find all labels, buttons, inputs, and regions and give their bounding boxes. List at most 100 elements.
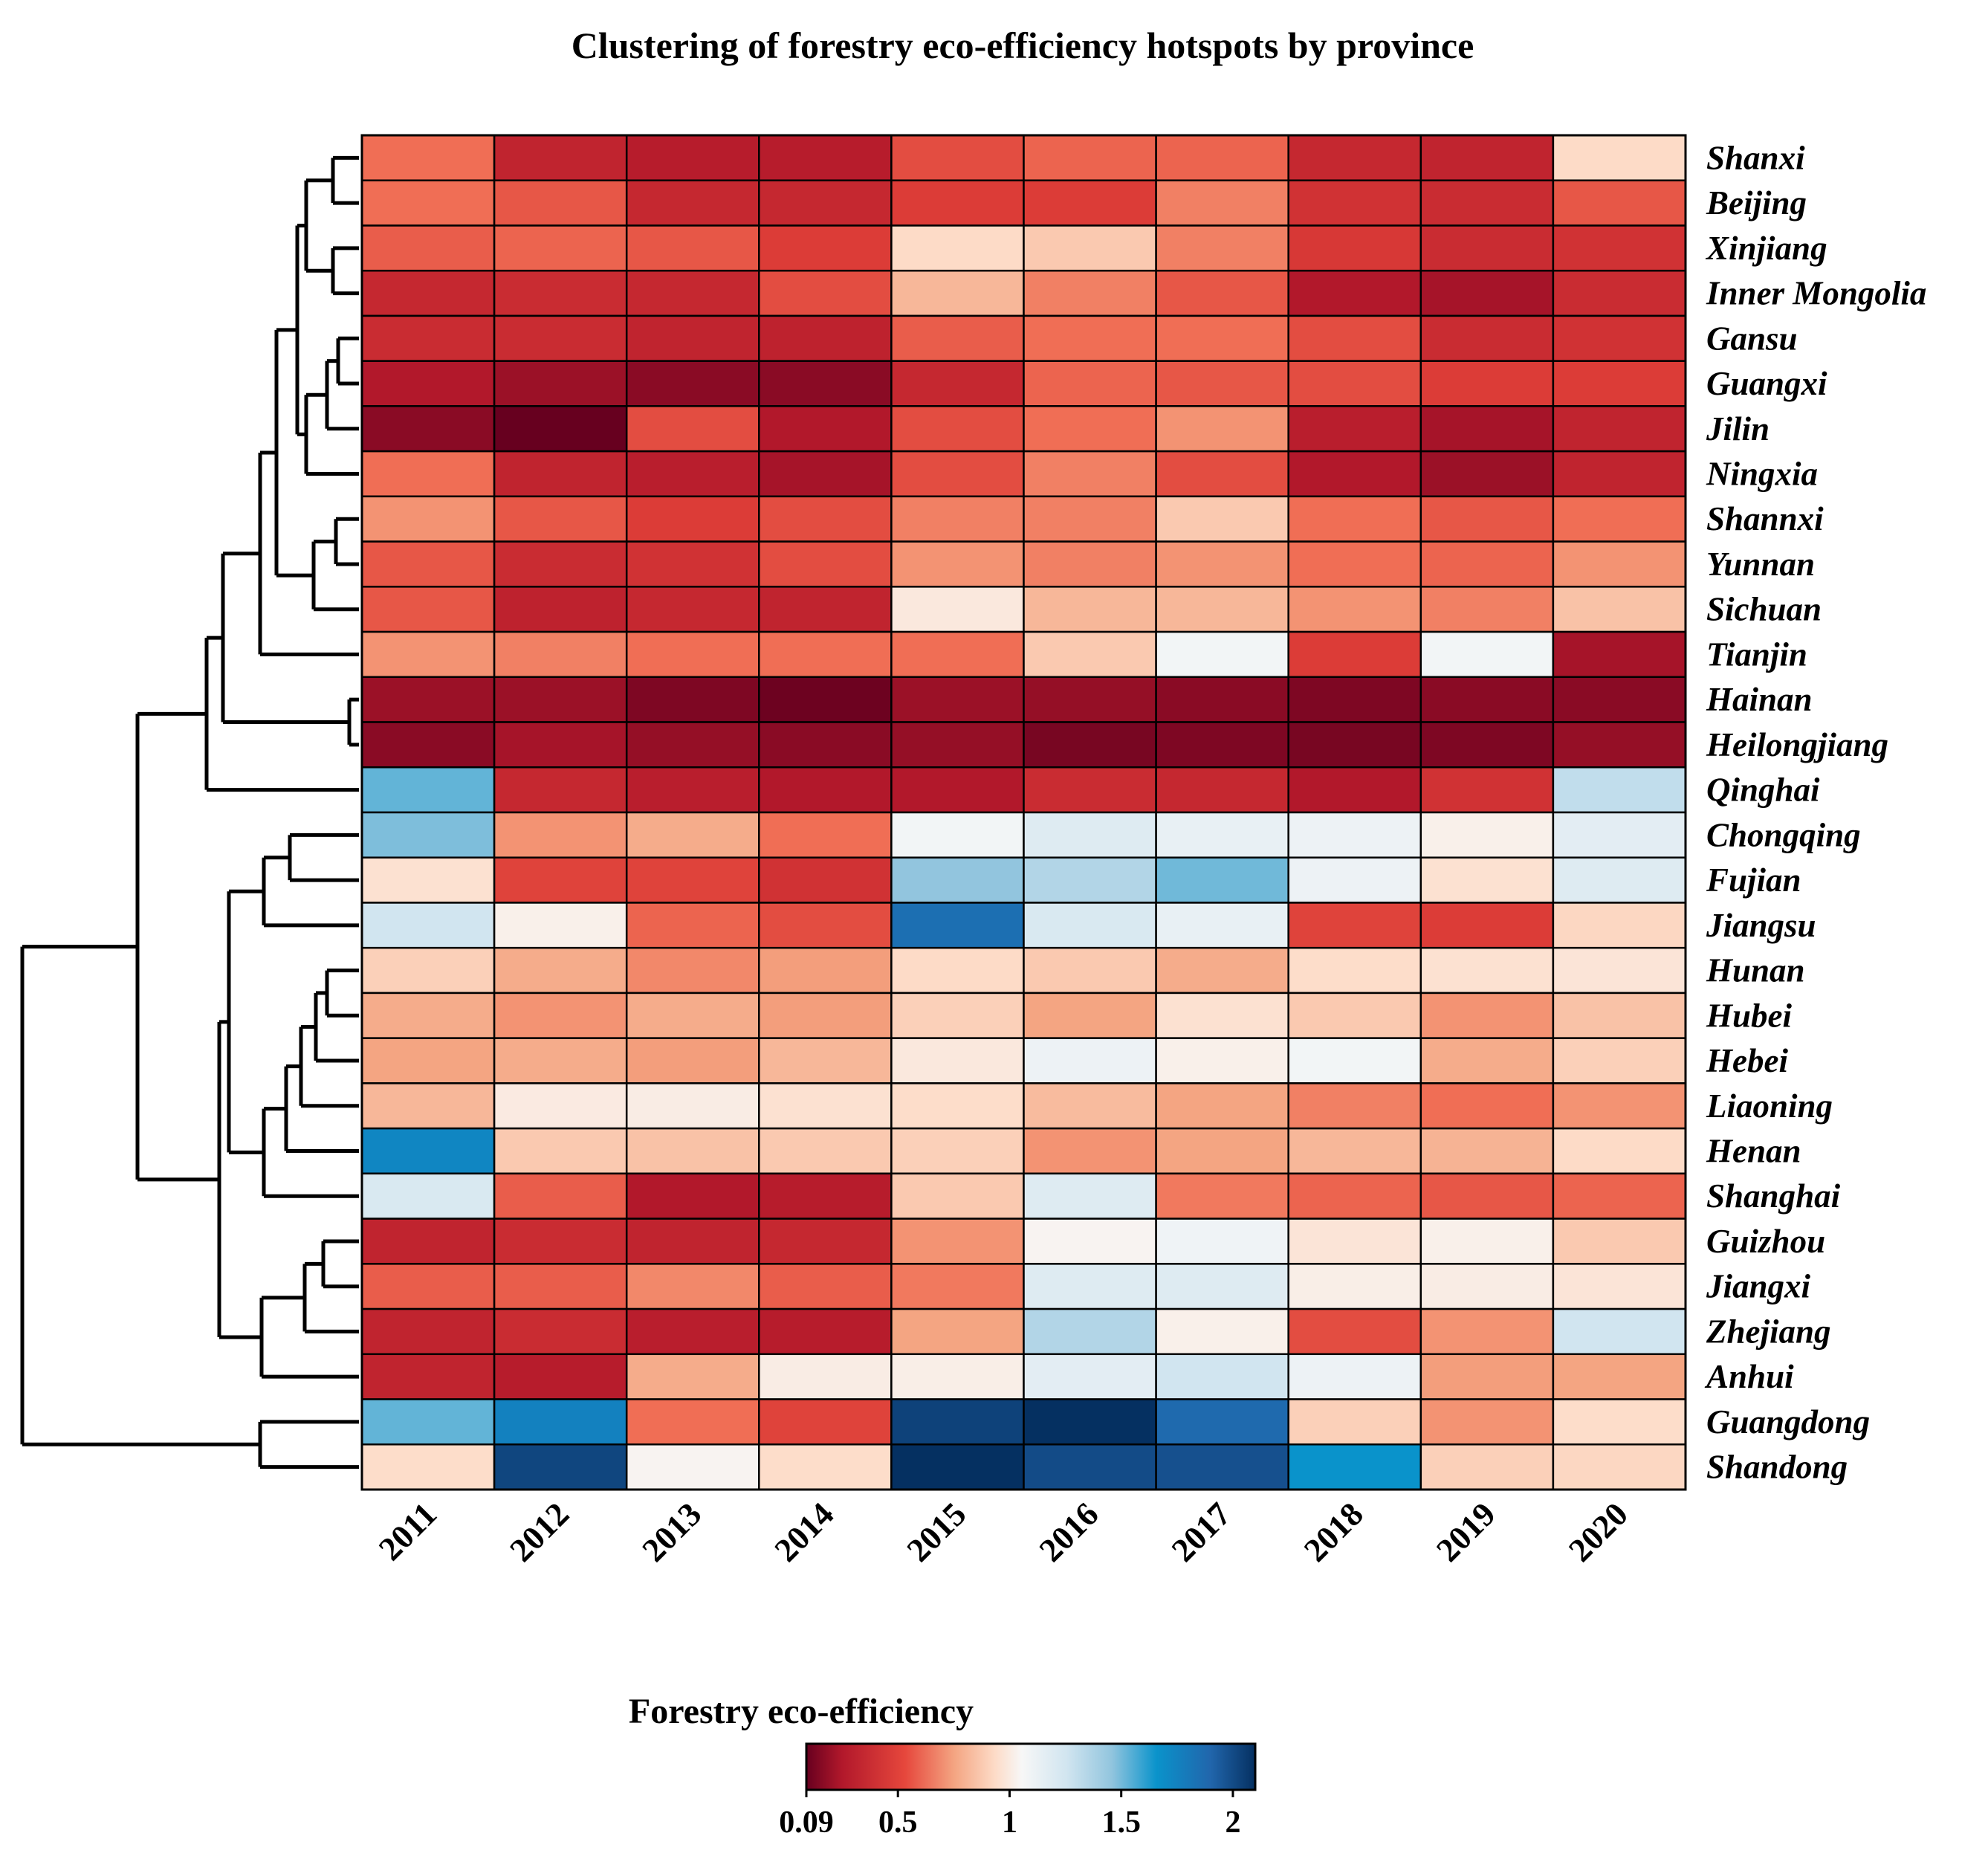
heatmap-cell bbox=[1287, 269, 1422, 317]
heatmap-cell bbox=[1155, 902, 1289, 949]
heatmap-cell bbox=[1287, 676, 1422, 723]
row-label: Zhejiang bbox=[1706, 1313, 1831, 1350]
heatmap-cell bbox=[1287, 1218, 1422, 1265]
heatmap-cell bbox=[1419, 1443, 1555, 1491]
heatmap-cell bbox=[1552, 269, 1687, 317]
heatmap-cell bbox=[890, 1127, 1025, 1175]
heatmap-cell bbox=[1419, 1307, 1555, 1356]
heatmap-cell bbox=[1023, 586, 1157, 633]
row-label: Beijing bbox=[1706, 184, 1807, 222]
heatmap-cell bbox=[625, 721, 760, 769]
column-label: 2011 bbox=[372, 1496, 444, 1568]
heatmap-cell bbox=[1552, 495, 1687, 543]
heatmap-cell bbox=[758, 630, 893, 679]
heatmap-cell bbox=[890, 766, 1025, 814]
heatmap-cell bbox=[1419, 1218, 1555, 1265]
heatmap-cell bbox=[890, 586, 1025, 633]
heatmap-cell bbox=[625, 405, 760, 453]
heatmap-cell bbox=[493, 1353, 628, 1400]
heatmap-cell bbox=[1419, 586, 1555, 633]
heatmap-cell bbox=[890, 1218, 1025, 1265]
heatmap-cell bbox=[890, 856, 1025, 904]
heatmap-cell bbox=[1419, 1172, 1555, 1220]
heatmap-cell bbox=[758, 586, 893, 633]
heatmap-cell bbox=[890, 1082, 1025, 1130]
heatmap-cell bbox=[1552, 856, 1687, 904]
row-label: Tianjin bbox=[1706, 636, 1807, 673]
row-label: Gansu bbox=[1706, 320, 1798, 357]
heatmap-cell bbox=[625, 766, 760, 814]
heatmap-cell bbox=[890, 676, 1025, 723]
heatmap-cell bbox=[890, 1172, 1025, 1220]
heatmap-cell bbox=[1287, 1307, 1422, 1356]
heatmap-cell bbox=[1023, 721, 1157, 769]
heatmap-cell bbox=[1419, 1398, 1555, 1446]
heatmap-cell bbox=[493, 495, 628, 543]
heatmap-cell bbox=[625, 811, 760, 859]
heatmap-cell bbox=[758, 134, 893, 181]
heatmap-cell bbox=[890, 902, 1025, 949]
heatmap-cell bbox=[1155, 766, 1289, 814]
heatmap-cell bbox=[1023, 1263, 1157, 1310]
heatmap-cell bbox=[1287, 1172, 1422, 1220]
heatmap-cell bbox=[1155, 946, 1289, 995]
heatmap-cell bbox=[360, 1037, 496, 1084]
heatmap-cell bbox=[360, 766, 496, 814]
heatmap-cell bbox=[360, 586, 496, 633]
heatmap-cell bbox=[1287, 450, 1422, 498]
row-label: Jilin bbox=[1706, 410, 1770, 447]
column-label: 2019 bbox=[1429, 1496, 1503, 1569]
heatmap-cell bbox=[890, 1263, 1025, 1310]
column-label: 2017 bbox=[1165, 1496, 1238, 1569]
heatmap-cell bbox=[1419, 1127, 1555, 1175]
heatmap-cell bbox=[890, 1353, 1025, 1400]
heatmap-cell bbox=[625, 1263, 760, 1310]
heatmap-cell bbox=[360, 992, 496, 1039]
heatmap-cell bbox=[625, 1037, 760, 1084]
heatmap-cell bbox=[758, 721, 893, 769]
heatmap-cell bbox=[1552, 1353, 1687, 1400]
heatmap-cell bbox=[1023, 992, 1157, 1039]
row-label: Liaoning bbox=[1706, 1087, 1833, 1125]
heatmap-cell bbox=[890, 1037, 1025, 1084]
column-label: 2018 bbox=[1297, 1496, 1370, 1569]
heatmap-cell bbox=[1287, 1443, 1422, 1491]
heatmap-cell bbox=[1287, 946, 1422, 995]
heatmap-cell bbox=[758, 1353, 893, 1400]
row-label: Sichuan bbox=[1706, 591, 1822, 628]
heatmap-cell bbox=[758, 992, 893, 1039]
row-label: Hainan bbox=[1706, 681, 1813, 718]
heatmap-cell bbox=[1552, 1082, 1687, 1130]
heatmap-cell bbox=[625, 676, 760, 723]
heatmap-cell bbox=[1023, 1037, 1157, 1084]
heatmap-cell bbox=[493, 992, 628, 1039]
heatmap-cell bbox=[625, 1218, 760, 1265]
heatmap-cell bbox=[1552, 224, 1687, 272]
heatmap-cell bbox=[1419, 766, 1555, 814]
row-label: Guangdong bbox=[1706, 1403, 1870, 1440]
heatmap-cell bbox=[890, 495, 1025, 543]
heatmap-cell bbox=[1155, 179, 1289, 227]
heatmap-cell bbox=[493, 1443, 628, 1491]
heatmap-cell bbox=[1552, 902, 1687, 949]
heatmap-cell bbox=[1023, 134, 1157, 181]
heatmap-cell bbox=[493, 1172, 628, 1220]
heatmap-cell bbox=[758, 856, 893, 904]
row-label: Heilongjiang bbox=[1706, 726, 1888, 763]
row-label: Hebei bbox=[1706, 1042, 1788, 1079]
heatmap-cell bbox=[360, 630, 496, 679]
column-label: 2012 bbox=[502, 1496, 576, 1569]
heatmap-cell bbox=[1419, 269, 1555, 317]
column-label: 2016 bbox=[1032, 1496, 1106, 1569]
heatmap-cell bbox=[360, 314, 496, 362]
heatmap-cell bbox=[1155, 1082, 1289, 1130]
row-label: Inner Mongolia bbox=[1706, 275, 1926, 312]
heatmap-cell bbox=[1287, 1127, 1422, 1175]
heatmap-cell bbox=[1023, 495, 1157, 543]
heatmap-cell bbox=[1287, 1263, 1422, 1310]
heatmap-cell bbox=[1287, 540, 1422, 588]
heatmap-cell bbox=[890, 630, 1025, 679]
heatmap-cell bbox=[1023, 856, 1157, 904]
heatmap-cell bbox=[625, 134, 760, 181]
